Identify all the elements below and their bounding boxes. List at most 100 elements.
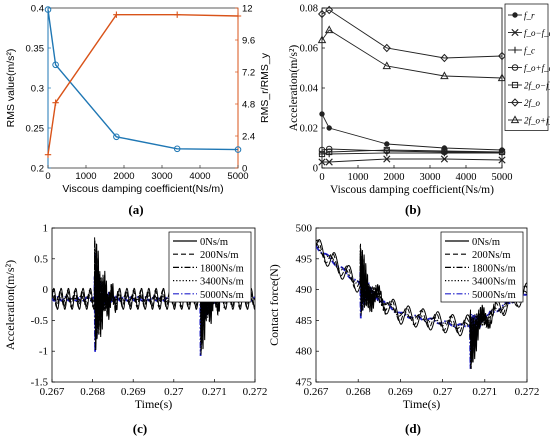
y-tick-label: -0.5 (31, 315, 49, 327)
series-2-point (174, 11, 181, 18)
panel-d: (d) 0.267 0.268 0.269 0.27 0.271 0.272 475 480 4… (267, 223, 539, 437)
legend-label: 5000Ns/m (200, 290, 244, 301)
x-tick-label: 2000 (113, 171, 134, 182)
left-y-tick-label: 0.25 (26, 124, 45, 135)
series-6-point (440, 53, 449, 63)
series-2-point (52, 99, 59, 106)
legend-label: 2f_o (524, 98, 541, 108)
x-tick-label: 0.269 (121, 386, 146, 398)
series-7-point (440, 71, 449, 80)
series-1-point (384, 141, 390, 147)
series-2-line (322, 158, 503, 163)
legend-label: f_r (524, 11, 535, 21)
legend-marker (511, 98, 519, 107)
legend-label: 200Ns/m (200, 250, 239, 261)
legend-label: 2f_o−f_c (524, 81, 550, 91)
y-tick-label: 0.02 (300, 124, 318, 135)
series-3-line (316, 242, 527, 369)
y-tick-label: 0.04 (300, 84, 319, 95)
x-tick-label: 0 (319, 172, 324, 183)
x-tick-label: 2000 (384, 172, 405, 183)
x-tick-label: 3000 (151, 171, 172, 182)
series-6-line (321, 9, 503, 59)
legend-marker (510, 115, 520, 124)
series-5-point (498, 148, 506, 156)
series-5-point (318, 150, 326, 158)
legend-label: 200Ns/m (472, 250, 511, 261)
series-1-point (173, 145, 181, 153)
y-tick-label: 500 (296, 223, 313, 235)
series-6-point (498, 51, 506, 61)
y-tick-label: 495 (296, 253, 313, 265)
y-axis-label: Acceleration(m/s²) (288, 45, 300, 132)
legend-marker (511, 46, 519, 54)
x-tick-label: 0.267 (40, 386, 65, 398)
series-1-point (319, 111, 325, 117)
x-tick-label: 0.269 (388, 386, 413, 398)
series-2-point (44, 151, 52, 158)
legend-label: f_o+f_c (524, 63, 550, 73)
series-5-point (383, 146, 390, 154)
x-axis-label: Viscous damping coefficient(Ns/m) (330, 184, 494, 196)
legend-label: 3400Ns/m (472, 277, 516, 288)
legend-marker (511, 81, 519, 89)
left-y-tick-label: 0.2 (31, 164, 44, 175)
series-7-line (321, 29, 503, 79)
x-tick-label: 5000 (492, 172, 513, 183)
series-1-point (44, 6, 52, 13)
series-5-point (326, 148, 333, 156)
panel-b-label: (b) (405, 202, 421, 217)
series-5-point (441, 147, 448, 155)
panel-a-label: (a) (128, 202, 143, 217)
series-6-point (318, 9, 326, 19)
y-axis-label: Acceleration(m/s²) (3, 260, 17, 350)
legend-label: 3400Ns/m (200, 277, 244, 288)
y-tick-label: 0 (313, 164, 318, 175)
x-tick-label: 0.268 (80, 386, 105, 398)
plot-area (321, 7, 503, 169)
left-y-axis-label: RMS value(m/s²) (5, 49, 17, 128)
legend-marker (511, 64, 519, 71)
legend-label: f_c (524, 46, 535, 56)
x-tick-label: 3000 (420, 172, 441, 183)
series-6-point (325, 5, 334, 15)
legend-marker (512, 12, 518, 18)
x-tick-label: 4000 (189, 171, 210, 182)
series-2-point (498, 156, 506, 164)
series-1-line (316, 239, 527, 365)
x-tick-label: 0.27 (433, 386, 453, 398)
series-7-point (382, 61, 392, 70)
y-tick-label: -1 (39, 346, 48, 358)
x-tick-label: 0.271 (472, 386, 497, 398)
legend-box (168, 231, 252, 303)
x-tick-label: 4000 (456, 172, 477, 183)
series-1-point (234, 146, 242, 153)
left-y-tick-label: 0.35 (26, 44, 45, 55)
plot-area (315, 227, 528, 383)
y-tick-label: 485 (296, 315, 313, 327)
legend-box (440, 231, 524, 303)
series-7-point (324, 25, 334, 34)
y-tick-label: 0.5 (34, 253, 48, 265)
series-2-point (440, 155, 448, 163)
series-4-line (52, 243, 255, 357)
series-1-point (113, 133, 120, 141)
series-1-line (321, 113, 503, 151)
y-tick-label: 490 (296, 284, 313, 296)
x-axis-label: Time(s) (403, 397, 441, 411)
panel-c-label: (c) (133, 421, 147, 436)
series-3-line (322, 152, 502, 155)
x-tick-label: 1000 (348, 172, 369, 183)
series-6-point (382, 43, 391, 53)
series-1-point (52, 61, 59, 69)
series-2-point (325, 158, 333, 166)
legend-label: 2f_o+f_c (524, 116, 550, 126)
right-y-tick-label: 2.4 (242, 132, 255, 143)
series-1-point (326, 125, 332, 131)
x-tick-label: 0.268 (346, 386, 371, 398)
y-tick-label: 0 (43, 284, 49, 296)
series-2-line (47, 13, 239, 155)
y-tick-label: 475 (296, 377, 313, 389)
left-y-tick-label: 0.4 (31, 4, 44, 15)
right-y-tick-label: 12 (242, 4, 253, 15)
